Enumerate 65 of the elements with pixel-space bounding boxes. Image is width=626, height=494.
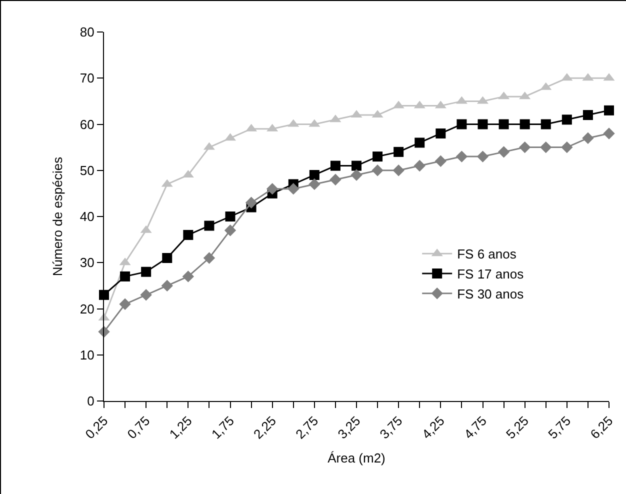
y-tick-label: 30 — [80, 255, 94, 270]
point — [436, 128, 446, 138]
point — [498, 146, 510, 158]
y-tick-label: 20 — [80, 301, 94, 316]
legend-label: FS 30 anos — [457, 286, 524, 302]
point — [372, 152, 383, 162]
point — [604, 105, 614, 116]
point — [476, 150, 489, 162]
x-tick-label: 4,25 — [418, 413, 448, 442]
point — [582, 110, 593, 120]
y-axis-title: Número de espécies — [50, 156, 65, 276]
point — [394, 146, 404, 157]
point — [309, 170, 320, 180]
y-tick-label: 0 — [87, 394, 94, 409]
point — [414, 160, 426, 172]
point — [266, 182, 278, 195]
point — [119, 298, 131, 310]
point — [161, 280, 173, 292]
point — [245, 196, 258, 209]
point — [182, 270, 194, 282]
point — [540, 141, 552, 154]
point — [372, 164, 384, 176]
x-tick-label: 4,75 — [460, 413, 490, 442]
point — [352, 160, 362, 171]
point — [308, 178, 320, 190]
point — [414, 138, 425, 148]
point — [456, 150, 468, 162]
point — [392, 164, 404, 176]
y-tick-label: 60 — [80, 116, 94, 132]
point — [561, 141, 573, 154]
point — [498, 119, 509, 130]
x-tick-label: 0,75 — [124, 413, 153, 442]
point — [203, 252, 216, 264]
point — [225, 212, 236, 222]
point — [183, 230, 194, 240]
point — [434, 155, 447, 167]
x-axis-title: Área (m2) — [328, 450, 386, 466]
y-tick-label: 40 — [80, 209, 94, 224]
point — [162, 253, 172, 264]
y-tick-label: 80 — [80, 24, 94, 40]
point — [456, 119, 467, 130]
point — [582, 132, 594, 144]
x-tick-label: 6,25 — [587, 413, 616, 442]
point — [288, 182, 300, 195]
legend-label: FS 17 anos — [457, 266, 524, 282]
point — [330, 160, 340, 171]
point — [603, 128, 615, 140]
x-tick-label: 0,25 — [82, 413, 111, 442]
point — [99, 290, 109, 300]
point — [224, 224, 236, 236]
point — [562, 114, 572, 125]
point — [120, 271, 130, 282]
point — [540, 119, 551, 130]
point — [518, 141, 531, 154]
point — [141, 266, 152, 277]
point — [140, 289, 152, 301]
point — [350, 169, 362, 181]
point — [520, 119, 530, 130]
legend-label: FS 6 anos — [457, 246, 517, 262]
y-tick-label: 50 — [80, 162, 94, 178]
y-tick-label: 70 — [80, 70, 94, 86]
point — [478, 119, 488, 130]
point — [330, 174, 342, 186]
point — [204, 220, 214, 231]
y-tick-label: 10 — [80, 347, 94, 362]
